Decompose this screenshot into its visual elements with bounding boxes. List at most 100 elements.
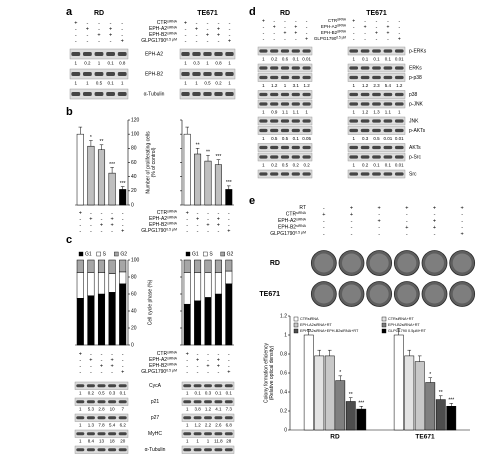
treatment-sign: - bbox=[121, 26, 123, 32]
blot-band bbox=[270, 75, 279, 80]
blot-band bbox=[224, 432, 233, 436]
blot-band bbox=[225, 72, 234, 76]
legend-label: GLPG1790 0.5µM+RT bbox=[388, 329, 427, 333]
treatment-sign: - bbox=[376, 18, 378, 24]
treatment-sign: + bbox=[433, 225, 436, 231]
blot-band bbox=[259, 49, 268, 53]
treatment-sign: - bbox=[207, 38, 209, 44]
blot-band bbox=[192, 72, 201, 76]
treatment-sign: - bbox=[229, 32, 231, 38]
treatment-label: EPH-A2siRNA bbox=[321, 23, 347, 29]
blot-band bbox=[117, 52, 127, 56]
quantification: 0.2 bbox=[303, 162, 310, 167]
bar-segment bbox=[194, 259, 202, 273]
bar bbox=[393, 334, 404, 431]
culture-dish-inner bbox=[452, 284, 472, 304]
blot-band bbox=[280, 49, 290, 53]
blot-band bbox=[259, 102, 268, 106]
quantification: 0.2 bbox=[215, 81, 222, 86]
blot-band bbox=[291, 75, 300, 80]
treatment-sign: - bbox=[263, 36, 265, 42]
treatment-sign: - bbox=[186, 216, 188, 222]
bar-segment bbox=[204, 259, 212, 273]
blot-band bbox=[203, 72, 212, 76]
treatment-sign: - bbox=[86, 20, 88, 26]
blot-band bbox=[394, 102, 404, 106]
treatment-superscript: siRNA bbox=[167, 221, 178, 225]
quantification: 6.8 bbox=[226, 423, 233, 428]
treatment-sign: - bbox=[197, 210, 199, 216]
bar-segment bbox=[214, 293, 222, 346]
quantification: 1 bbox=[352, 109, 355, 114]
treatment-sign: - bbox=[101, 357, 103, 363]
blot-band bbox=[372, 92, 381, 97]
bar-segment bbox=[108, 292, 116, 346]
treatment-sign: + bbox=[284, 30, 287, 36]
blot-band bbox=[291, 66, 300, 70]
treatment-name: EPH-A2 bbox=[149, 357, 167, 363]
treatment-sign: - bbox=[406, 218, 408, 224]
bar bbox=[425, 382, 436, 431]
blot-band bbox=[94, 72, 104, 76]
treatment-superscript: siRNA bbox=[167, 31, 178, 35]
treatment-sign: - bbox=[207, 26, 209, 32]
treatment-sign: + bbox=[110, 357, 113, 363]
treatment-superscript: siRNA bbox=[167, 362, 178, 366]
treatment-label: EPH-B2siRNA bbox=[149, 362, 178, 369]
blot-band bbox=[291, 102, 300, 106]
bar bbox=[414, 361, 425, 431]
treatment-sign: - bbox=[229, 26, 231, 32]
bar bbox=[356, 408, 367, 431]
blot-band bbox=[280, 66, 290, 70]
blot-label: AKTs bbox=[409, 145, 421, 151]
quantification: 1 bbox=[262, 56, 265, 61]
treatment-sign: + bbox=[273, 24, 276, 30]
y-tick-label: 100 bbox=[131, 131, 140, 137]
quantification: 1 bbox=[352, 162, 355, 167]
treatment-sign: - bbox=[101, 216, 103, 222]
quantification: 1 bbox=[262, 83, 265, 88]
blot-band bbox=[360, 128, 370, 133]
treatment-sign: + bbox=[195, 26, 198, 32]
treatment-label: EPH-B2siRNA bbox=[278, 224, 307, 231]
blot-band bbox=[204, 448, 212, 452]
treatment-superscript: siRNA bbox=[167, 350, 178, 354]
quantification: 7.8 bbox=[98, 423, 105, 428]
treatment-label: GLPG17900.5 µM bbox=[141, 227, 177, 234]
treatment-sign: - bbox=[90, 351, 92, 357]
blot-label: p-Src bbox=[409, 154, 421, 160]
treatment-name: GLPG1790 bbox=[314, 36, 337, 41]
blot-band bbox=[349, 145, 359, 150]
treatment-sign: - bbox=[228, 216, 230, 222]
blot-band bbox=[204, 384, 212, 388]
treatment-sign: + bbox=[89, 357, 92, 363]
annotation: ** bbox=[100, 139, 104, 145]
annotation: * bbox=[429, 372, 431, 378]
treatment-name: CTR bbox=[328, 18, 338, 23]
annotation: *** bbox=[215, 154, 221, 160]
treatment-sign: - bbox=[207, 20, 209, 26]
quantification: 1.2 bbox=[205, 407, 212, 412]
treatment-sign: - bbox=[398, 18, 400, 24]
treatment-sign: - bbox=[101, 369, 103, 375]
treatment-name: EPH-A2 bbox=[149, 26, 167, 32]
treatment-superscript: siRNA bbox=[167, 209, 178, 213]
quantification: 3.1 bbox=[293, 83, 300, 88]
treatment-sign: - bbox=[217, 369, 219, 375]
blot-band bbox=[394, 172, 404, 176]
treatment-label: CTRsiRNA bbox=[157, 350, 178, 357]
y-tick-label: 0 bbox=[284, 427, 287, 433]
quantification: 1.2 bbox=[362, 109, 369, 114]
blot-band bbox=[86, 432, 95, 436]
treatment-name: EPH-B2 bbox=[321, 30, 338, 35]
treatment-sign: - bbox=[90, 363, 92, 369]
quantification: 1 bbox=[228, 81, 231, 86]
quantification: 0.8 bbox=[215, 61, 222, 66]
treatment-superscript: 0.5 µM bbox=[166, 227, 177, 231]
treatment-sign: - bbox=[207, 351, 209, 357]
panel-letter: d bbox=[249, 6, 256, 18]
quantification: 1 bbox=[186, 391, 189, 396]
culture-dish-inner bbox=[397, 253, 417, 273]
treatment-sign: - bbox=[197, 228, 199, 234]
